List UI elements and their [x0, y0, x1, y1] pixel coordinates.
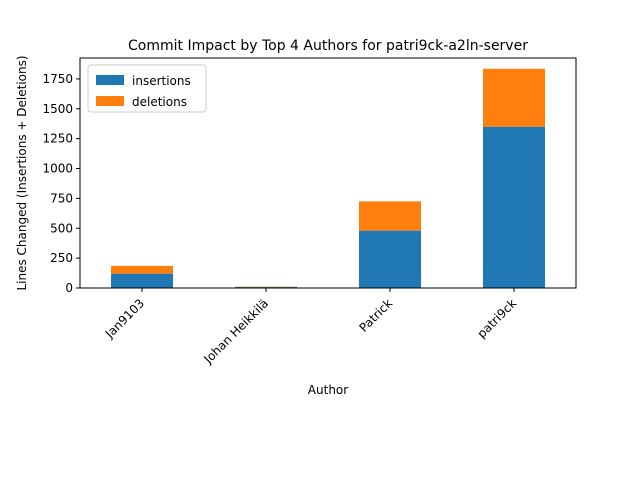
y-tick-label: 1000	[42, 162, 73, 176]
legend-label-insertions: insertions	[132, 74, 191, 88]
x-axis: Jan9103 Johan Heikkilä Patrick patri9ck	[102, 288, 519, 367]
x-tick-label: Jan9103	[102, 296, 147, 341]
y-tick-label: 1750	[42, 72, 73, 86]
y-tick-label: 1500	[42, 102, 73, 116]
x-tick-label: patri9ck	[474, 296, 519, 341]
bar-insertions	[111, 273, 173, 288]
bar-deletions	[483, 68, 545, 127]
chart-title: Commit Impact by Top 4 Authors for patri…	[128, 38, 528, 54]
x-tick-label: Johan Heikkilä	[200, 296, 271, 367]
bar-deletions	[359, 201, 421, 231]
bar-insertions	[483, 126, 545, 289]
bars	[111, 68, 545, 289]
x-tick-label: Patrick	[357, 296, 396, 335]
y-tick-label: 750	[50, 191, 73, 205]
y-tick-label: 0	[65, 281, 73, 295]
y-tick-label: 500	[50, 221, 73, 235]
legend-label-deletions: deletions	[132, 95, 187, 109]
bar-deletions	[111, 265, 173, 274]
legend: insertions deletions	[87, 64, 207, 113]
legend-swatch-insertions	[96, 75, 124, 85]
y-axis: 0 250 500 750 1000 1250 1500 1750	[42, 72, 80, 295]
y-tick-label: 250	[50, 251, 73, 265]
y-tick-label: 1250	[42, 132, 73, 146]
legend-swatch-deletions	[96, 96, 124, 106]
plot-frame	[79, 57, 577, 289]
bar-insertions	[359, 230, 421, 288]
x-axis-label: Author	[308, 383, 348, 397]
y-axis-label: Lines Changed (Insertions + Deletions)	[15, 55, 29, 290]
